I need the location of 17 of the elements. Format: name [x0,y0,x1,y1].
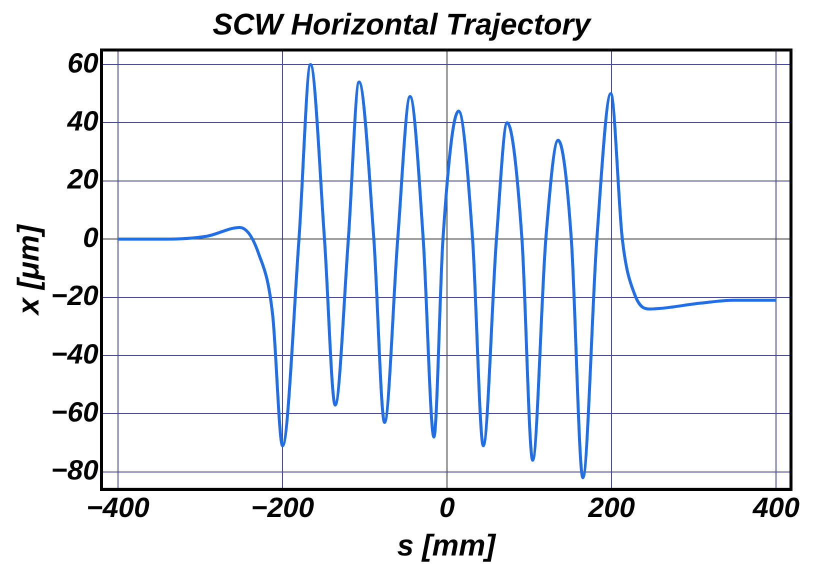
chart-title: SCW Horizontal Trajectory [212,8,592,42]
y-axis-title: x [μm] [12,224,46,317]
x-tick-label: 400 [752,492,800,523]
y-tick-label: 60 [67,47,99,78]
x-tick-label: −400 [86,492,150,523]
y-tick-label: 20 [66,164,99,195]
x-axis-title: s [mm] [397,529,496,562]
y-tick-label: −80 [50,454,99,486]
y-tick-label: −60 [50,396,99,428]
x-tick-label: −200 [250,492,314,523]
y-tick-label: −40 [50,338,99,370]
y-tick-label: −20 [50,280,99,312]
x-tick-label: 0 [439,492,456,523]
y-tick-label: 0 [82,222,99,253]
y-tick-label: 40 [66,105,99,136]
x-tick-label: 200 [587,492,636,523]
line-series [116,63,778,480]
